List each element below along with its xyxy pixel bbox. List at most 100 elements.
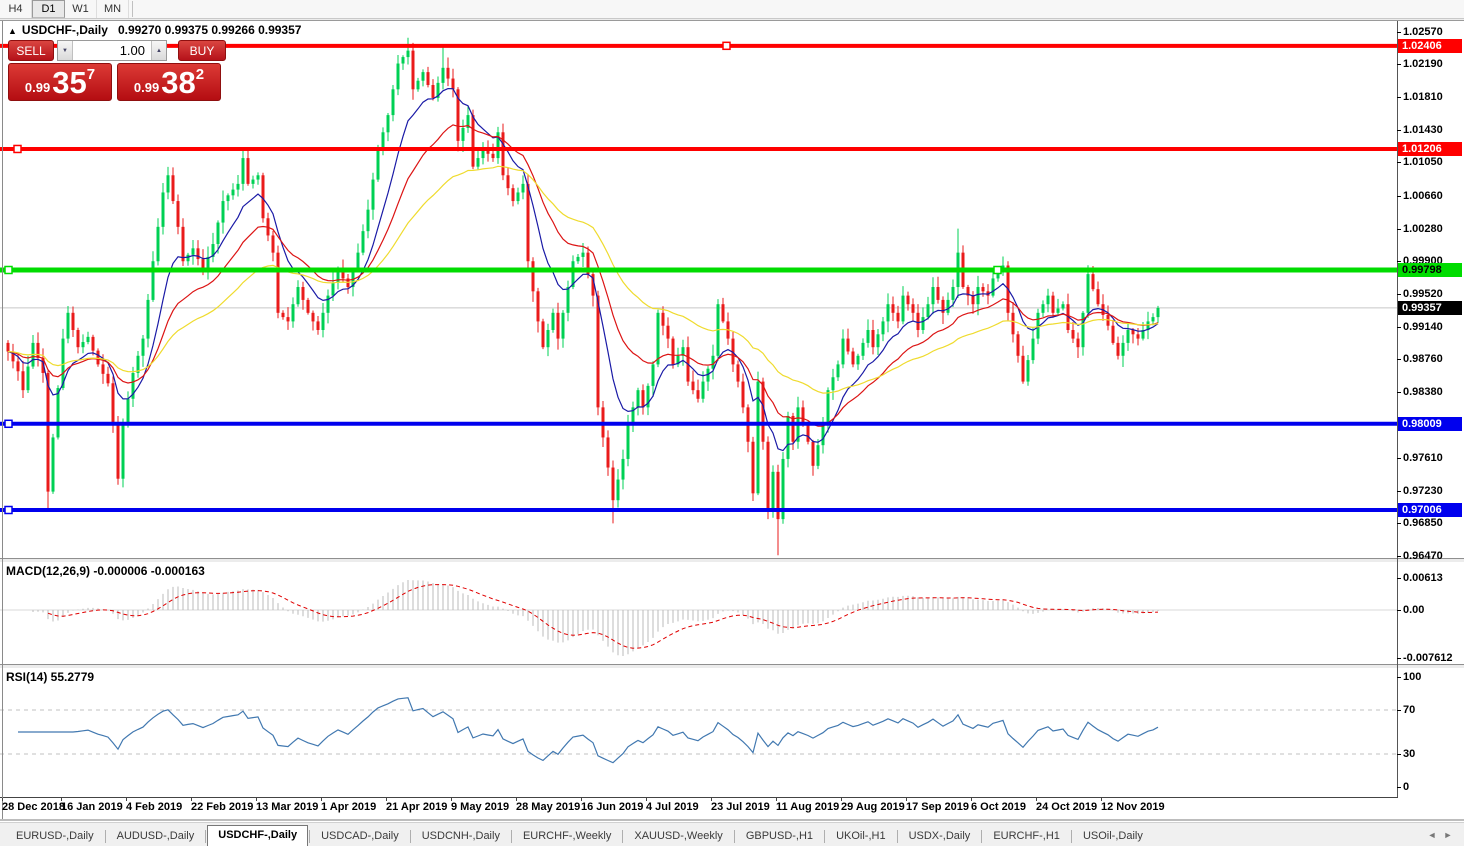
candle-body [381, 132, 385, 150]
candle-body [1056, 308, 1060, 313]
rsi-indicator-canvas[interactable] [0, 667, 1397, 796]
timeframe-button-w1[interactable]: W1 [65, 0, 97, 18]
tab-separator [205, 830, 207, 843]
tab-separator [733, 830, 735, 843]
candle-body [811, 441, 815, 466]
candle-body [966, 287, 970, 296]
time-axis-label: 9 May 2019 [451, 801, 510, 813]
time-axis-label: 13 Mar 2019 [256, 801, 319, 813]
tab-scroll-right-button[interactable]: ► [1440, 830, 1456, 840]
symbol-tab-eurchf-weekly[interactable]: EURCHF-,Weekly [522, 830, 612, 842]
symbol-tab-usdx-daily[interactable]: USDX-,Daily [908, 830, 971, 842]
candle-body [236, 183, 240, 190]
time-axis-tick [581, 798, 582, 801]
candle-body [351, 269, 355, 288]
macd-tick-mark [1397, 610, 1401, 611]
line-handle[interactable] [4, 505, 13, 515]
candle-body [906, 295, 910, 305]
timeframe-button-mn[interactable]: MN [97, 0, 129, 18]
sell-button[interactable]: SELL [8, 40, 54, 61]
candle-body [1156, 307, 1160, 318]
macd-indicator-canvas[interactable] [0, 561, 1397, 664]
buy-price-main: 38 [161, 64, 196, 100]
symbol-tab-audusd-daily[interactable]: AUDUSD-,Daily [116, 830, 195, 842]
candle-body [586, 252, 590, 275]
macd-tick-mark [1397, 658, 1401, 659]
line-handle[interactable] [4, 419, 13, 429]
pane-splitter[interactable] [0, 558, 1464, 563]
candle-body [6, 342, 10, 352]
volume-increase-button[interactable]: ▲ [151, 41, 166, 60]
candle-body [86, 336, 90, 343]
candle-body [101, 364, 105, 374]
time-axis-label: 28 Dec 2018 [2, 801, 65, 813]
candle-body [81, 342, 85, 348]
time-axis-label: 16 Jun 2019 [581, 801, 644, 813]
sell-price-pip: 7 [86, 66, 96, 83]
symbol-tab-usdcad-daily[interactable]: USDCAD-,Daily [321, 830, 399, 842]
price-tick-label: 1.01810 [1403, 91, 1443, 103]
candle-body [491, 153, 495, 159]
candle-body [1051, 295, 1055, 313]
level-price-label: 1.01206 [1398, 142, 1462, 156]
price-tick-label: 0.96470 [1403, 550, 1443, 562]
line-handle[interactable] [4, 265, 13, 275]
symbol-tab-ukoil-h1[interactable]: UKOil-,H1 [836, 830, 886, 842]
buy-price-box[interactable]: 0.99 38 2 [117, 63, 221, 101]
symbol-tab-usdchf-daily[interactable]: USDCHF-,Daily [207, 825, 309, 846]
candle-body [441, 67, 445, 83]
tab-separator [309, 830, 311, 843]
candle-body [1076, 338, 1080, 348]
candle-body [311, 312, 315, 322]
price-tick-mark [1397, 294, 1401, 295]
line-handle[interactable] [993, 265, 1002, 275]
candle-body [561, 312, 565, 339]
candle-body [71, 312, 75, 331]
candle-body [281, 312, 285, 318]
candle-body [271, 235, 275, 253]
collapse-arrow-icon[interactable]: ▲ [8, 26, 17, 36]
symbol-tab-eurchf-h1[interactable]: EURCHF-,H1 [993, 830, 1060, 842]
symbol-tab-eurusd-daily[interactable]: EURUSD-,Daily [16, 830, 94, 842]
candle-body [156, 226, 160, 262]
symbol-tab-usoil-daily[interactable]: USOil-,Daily [1082, 830, 1143, 842]
symbol-tab-usdcnh-daily[interactable]: USDCNH-,Daily [421, 830, 500, 842]
triangle-up-icon: ▲ [156, 47, 162, 54]
candle-body [361, 231, 365, 253]
line-handle[interactable] [722, 41, 731, 51]
candle-body [606, 437, 610, 468]
candle-body [996, 271, 1000, 279]
tab-separator [896, 830, 898, 843]
candle-body [141, 338, 145, 356]
tab-scroll-left-button[interactable]: ◄ [1424, 830, 1440, 840]
candle-body [496, 132, 500, 159]
timeframe-button-d1[interactable]: D1 [32, 0, 65, 18]
pane-splitter[interactable] [0, 664, 1464, 669]
candle-body [196, 248, 200, 260]
candle-body [406, 50, 410, 58]
candle-body [1141, 330, 1145, 339]
candle-body [91, 336, 95, 351]
symbol-tab-gbpusd-h1[interactable]: GBPUSD-,H1 [745, 830, 814, 842]
candle-body [856, 355, 860, 365]
candle-body [1041, 304, 1045, 313]
timeframe-button-h4[interactable]: H4 [0, 0, 32, 18]
rsi-tick-label: 100 [1403, 671, 1422, 683]
volume-decrease-button[interactable]: ▼ [58, 41, 73, 60]
symbol-tab-xauusd-weekly[interactable]: XAUUSD-,Weekly [634, 830, 723, 842]
time-axis-tick [646, 798, 647, 801]
price-tick-label: 1.02190 [1403, 58, 1443, 70]
line-handle[interactable] [13, 144, 22, 154]
volume-input[interactable] [73, 41, 151, 60]
buy-button[interactable]: BUY [178, 40, 226, 61]
candle-body [621, 458, 625, 480]
price-tick-label: 1.01050 [1403, 156, 1443, 168]
sell-price-box[interactable]: 0.99 35 7 [8, 63, 112, 101]
price-chart-canvas[interactable] [0, 21, 1397, 558]
candle-body [501, 132, 505, 176]
time-axis-label: 11 Aug 2019 [776, 801, 840, 813]
candle-body [511, 188, 515, 202]
candle-body [806, 424, 810, 442]
candle-body [816, 445, 820, 466]
candle-body [276, 252, 280, 313]
